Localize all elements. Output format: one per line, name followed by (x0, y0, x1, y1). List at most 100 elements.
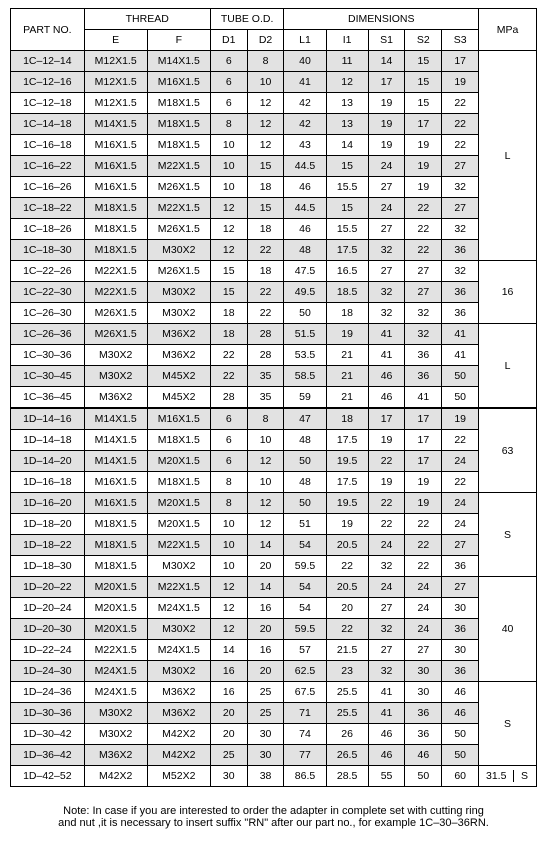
cell-s3: 36 (442, 556, 479, 577)
table-row: 1C–14–18M14X1.5M18X1.58124213191722 (11, 114, 537, 135)
cell-d2: 15 (247, 156, 284, 177)
cell-e: M26X1.5 (84, 303, 147, 324)
cell-f: M20X1.5 (147, 493, 210, 514)
cell-mpa: 63 (479, 408, 537, 493)
cell-i1: 18 (326, 303, 368, 324)
cell-s2: 30 (405, 661, 442, 682)
cell-l1: 44.5 (284, 198, 326, 219)
table-row: 1D–18–22M18X1.5M22X1.510145420.5242227 (11, 535, 537, 556)
cell-mpa: 40 (479, 577, 537, 682)
cell-f: M36X2 (147, 345, 210, 366)
cell-s1: 24 (368, 156, 405, 177)
cell-f: M30X2 (147, 282, 210, 303)
cell-s3: 50 (442, 724, 479, 745)
cell-d1: 6 (210, 51, 247, 72)
cell-p: 1D–16–20 (11, 493, 85, 514)
table-row: 1C–26–30M26X1.5M30X218225018323236 (11, 303, 537, 324)
cell-i1: 19 (326, 324, 368, 345)
cell-e: M20X1.5 (84, 598, 147, 619)
cell-e: M14X1.5 (84, 408, 147, 430)
cell-d1: 30 (210, 766, 247, 787)
cell-s1: 46 (368, 724, 405, 745)
cell-d2: 14 (247, 535, 284, 556)
cell-p: 1C–16–26 (11, 177, 85, 198)
cell-i1: 26 (326, 724, 368, 745)
cell-d2: 30 (247, 724, 284, 745)
cell-l1: 42 (284, 93, 326, 114)
cell-s2: 41 (405, 387, 442, 409)
table-row: 1C–12–16M12X1.5M16X1.56104112171519 (11, 72, 537, 93)
table-row: 1C–16–22M16X1.5M22X1.5101544.515241927 (11, 156, 537, 177)
cell-d1: 16 (210, 661, 247, 682)
cell-s2: 19 (405, 135, 442, 156)
cell-f: M42X2 (147, 745, 210, 766)
cell-d2: 20 (247, 661, 284, 682)
cell-s1: 32 (368, 240, 405, 261)
cell-l1: 53.5 (284, 345, 326, 366)
cell-e: M36X2 (84, 745, 147, 766)
cell-l1: 86.5 (284, 766, 326, 787)
cell-d1: 10 (210, 535, 247, 556)
cell-e: M30X2 (84, 724, 147, 745)
cell-s3: 50 (442, 745, 479, 766)
cell-s2: 17 (405, 408, 442, 430)
cell-s3: 30 (442, 640, 479, 661)
cell-s2: 24 (405, 577, 442, 598)
cell-i1: 22 (326, 556, 368, 577)
cell-i1: 11 (326, 51, 368, 72)
cell-d1: 6 (210, 408, 247, 430)
cell-i1: 21 (326, 366, 368, 387)
cell-d1: 15 (210, 282, 247, 303)
cell-d1: 12 (210, 219, 247, 240)
cell-s2: 19 (405, 472, 442, 493)
cell-s3: 50 (442, 366, 479, 387)
cell-p: 1C–12–16 (11, 72, 85, 93)
cell-e: M12X1.5 (84, 51, 147, 72)
cell-s1: 24 (368, 535, 405, 556)
hdr-f: F (147, 30, 210, 51)
cell-e: M16X1.5 (84, 156, 147, 177)
cell-f: M26X1.5 (147, 219, 210, 240)
cell-s1: 32 (368, 556, 405, 577)
cell-i1: 18.5 (326, 282, 368, 303)
cell-d1: 12 (210, 598, 247, 619)
table-row: 1D–42–52M42X2M52X2303886.528.555506031.5… (11, 766, 537, 787)
cell-e: M20X1.5 (84, 619, 147, 640)
hdr-i1: I1 (326, 30, 368, 51)
cell-s3: 41 (442, 345, 479, 366)
cell-s1: 41 (368, 703, 405, 724)
cell-p: 1C–16–18 (11, 135, 85, 156)
cell-d2: 25 (247, 703, 284, 724)
cell-s3: 27 (442, 156, 479, 177)
cell-s2: 36 (405, 345, 442, 366)
cell-l1: 57 (284, 640, 326, 661)
cell-e: M22X1.5 (84, 261, 147, 282)
cell-f: M20X1.5 (147, 451, 210, 472)
table-row: 1C–12–18M12X1.5M18X1.56124213191522 (11, 93, 537, 114)
cell-s2: 22 (405, 514, 442, 535)
cell-l1: 47 (284, 408, 326, 430)
cell-p: 1D–20–30 (11, 619, 85, 640)
cell-e: M30X2 (84, 703, 147, 724)
table-container: PART NO. THREAD TUBE O.D. DIMENSIONS MPa… (0, 0, 547, 843)
cell-s3: 19 (442, 408, 479, 430)
cell-e: M14X1.5 (84, 114, 147, 135)
cell-s3: 27 (442, 198, 479, 219)
table-row: 1C–12–14M12X1.5M14X1.5684011141517L (11, 51, 537, 72)
table-row: 1C–18–26M18X1.5M26X1.512184615.5272232 (11, 219, 537, 240)
table-row: 1C–26–36M26X1.5M36X2182851.519413241L (11, 324, 537, 345)
cell-f: M20X1.5 (147, 514, 210, 535)
cell-l1: 48 (284, 430, 326, 451)
cell-i1: 15 (326, 198, 368, 219)
cell-s3: 30 (442, 598, 479, 619)
cell-l1: 43 (284, 135, 326, 156)
cell-s3: 32 (442, 219, 479, 240)
table-row: 1D–20–22M20X1.5M22X1.512145420.524242740 (11, 577, 537, 598)
cell-p: 1C–26–30 (11, 303, 85, 324)
cell-d1: 18 (210, 324, 247, 345)
cell-s2: 22 (405, 240, 442, 261)
cell-i1: 13 (326, 93, 368, 114)
table-row: 1D–30–36M30X2M36X220257125.5413646 (11, 703, 537, 724)
cell-d2: 28 (247, 345, 284, 366)
cell-f: M22X1.5 (147, 577, 210, 598)
